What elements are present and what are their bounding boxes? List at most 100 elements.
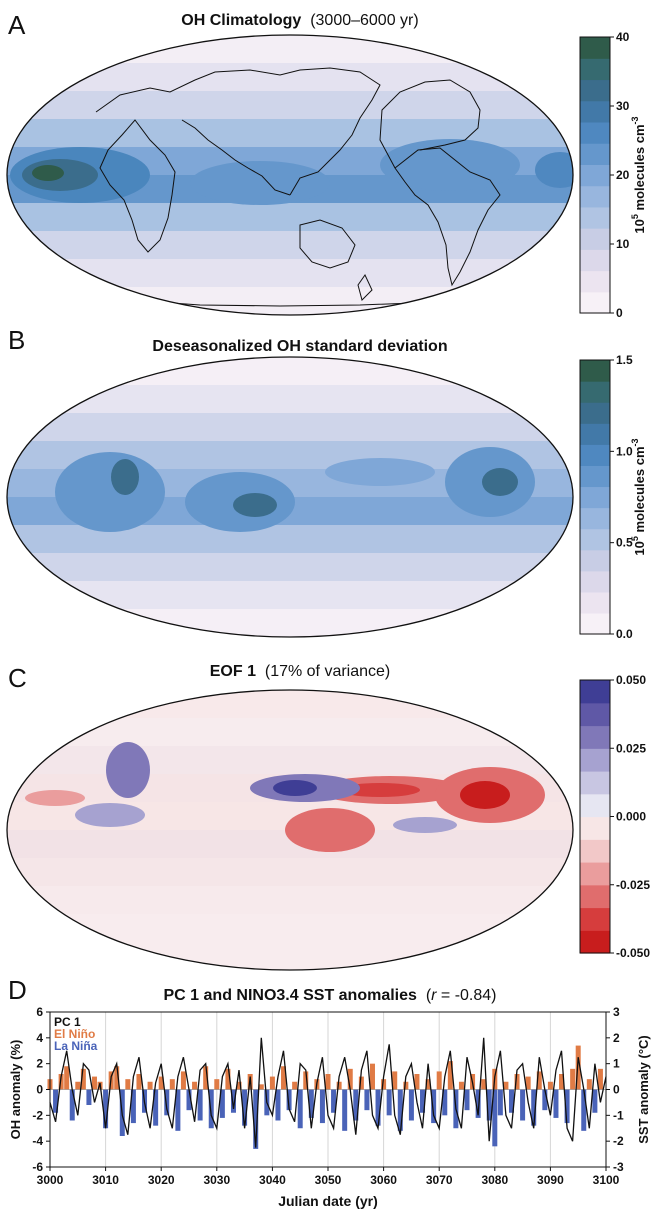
la-nina-bar	[69, 1089, 75, 1121]
x-tick-label-4: 3040	[259, 1173, 286, 1187]
colorbar-c-cell-11	[580, 680, 610, 704]
map-blob-c-4	[460, 781, 510, 809]
panel-title-b: Deseasonalized OH standard deviation	[100, 338, 500, 356]
map-blob-c-9	[75, 803, 145, 827]
map-blob-c-7	[106, 742, 150, 798]
colorbar-c-cell-2	[580, 884, 610, 909]
la-nina-bar	[492, 1089, 498, 1147]
el-nino-bar	[381, 1079, 387, 1090]
y2-tick-label-2: 1	[613, 1057, 620, 1071]
colorbar-a-cell-2	[580, 249, 610, 272]
el-nino-bar	[214, 1079, 220, 1090]
map-band-c-6	[7, 858, 573, 887]
el-nino-bar	[136, 1074, 142, 1090]
el-nino-bar	[369, 1063, 375, 1090]
colorbar-a-cell-11	[580, 58, 610, 81]
colorbar-a-cell-9	[580, 100, 610, 123]
el-nino-bar	[258, 1084, 264, 1090]
el-nino-bar	[547, 1081, 553, 1090]
la-nina-bar	[420, 1089, 426, 1113]
map-band-c-9	[7, 942, 573, 970]
map-band-a-9	[7, 287, 573, 315]
map-blob-b-7	[482, 468, 518, 496]
map-band-a-1	[7, 63, 573, 92]
y-tick-label-5: -4	[32, 1134, 43, 1148]
el-nino-bar	[269, 1076, 275, 1090]
y-tick-label-2: 2	[36, 1057, 43, 1071]
el-nino-bar	[358, 1076, 364, 1090]
panel-label-a: A	[8, 10, 26, 40]
la-nina-bar	[431, 1089, 437, 1124]
el-nino-bar	[503, 1081, 509, 1090]
el-nino-bar	[414, 1074, 420, 1090]
colorbar-a-tick-1: 10	[616, 237, 630, 251]
legend-item-1: El Niño	[54, 1027, 95, 1041]
coastline-a-0	[95, 67, 381, 196]
colorbar-c-cell-0	[580, 930, 610, 954]
y2-tick-label-6: -3	[613, 1160, 624, 1174]
map-panel-c	[6, 689, 574, 971]
coastline-a-2	[99, 119, 176, 253]
coastline-a-1	[181, 119, 291, 196]
el-nino-bar	[147, 1081, 153, 1090]
y-tick-label-0: 6	[36, 1005, 43, 1019]
map-panel-a	[6, 34, 574, 316]
map-band-a-7	[7, 231, 573, 260]
map-band-c-1	[7, 718, 573, 747]
coastlines-a	[95, 67, 501, 307]
colorbar-b-cell-8	[580, 444, 610, 466]
pc1-chart: 3000 3010 3020 3030 3040 3050 3060 3070 3080 3090…	[8, 1005, 651, 1209]
colorbar-a-cell-1	[580, 270, 610, 293]
panel-title-d-paren: (	[425, 987, 432, 1004]
la-nina-bar	[208, 1089, 214, 1129]
y2-tick-label-1: 2	[613, 1031, 620, 1045]
el-nino-bar	[80, 1068, 86, 1090]
la-nina-bar	[364, 1089, 370, 1111]
y2-tick-label-5: -2	[613, 1134, 624, 1148]
colorbar-c-cell-10	[580, 702, 610, 727]
colorbar-c-cell-7	[580, 771, 610, 795]
la-nina-bar	[130, 1089, 136, 1124]
pc1-line	[49, 1037, 607, 1148]
el-nino-bar	[575, 1045, 581, 1090]
la-nina-bar	[508, 1089, 514, 1113]
el-nino-bar	[392, 1071, 398, 1090]
la-nina-bar	[542, 1089, 548, 1111]
colorbar-b-cell-9	[580, 423, 610, 445]
map-band-c-7	[7, 886, 573, 915]
map-border-a	[6, 34, 574, 316]
colorbar-a-tick-2: 20	[616, 168, 630, 182]
x-tick-label-1: 3010	[92, 1173, 119, 1187]
colorbar-a-tick-4: 40	[616, 30, 630, 44]
map-blob-c-2	[340, 783, 420, 797]
colorbar-b-cell-2	[580, 570, 610, 593]
la-nina-bar	[197, 1089, 203, 1121]
el-nino-bar	[586, 1079, 592, 1090]
coastline-a-6	[357, 274, 373, 301]
colorbar-c-cell-9	[580, 725, 610, 749]
map-panel-b	[6, 356, 574, 638]
map-blob-a-6	[535, 152, 573, 188]
el-nino-bar	[303, 1071, 309, 1090]
colorbar-c-cell-4	[580, 839, 610, 863]
el-nino-bar	[281, 1066, 287, 1090]
x-tick-label-9: 3090	[537, 1173, 564, 1187]
panel-label-d: D	[8, 975, 27, 1005]
colorbar-a-cell-6	[580, 164, 610, 187]
colorbar-c-tick-1: 0.025	[616, 741, 646, 755]
colorbar-c-cell-3	[580, 862, 610, 886]
el-nino-bar	[169, 1079, 175, 1090]
colorbar-b-cell-10	[580, 402, 610, 424]
x-tick-label-3: 3030	[203, 1173, 230, 1187]
y2-tick-label-3: 0	[613, 1083, 620, 1097]
el-nino-bar	[125, 1079, 131, 1090]
map-blob-b-1	[55, 452, 165, 532]
colorbar-c-cell-8	[580, 748, 610, 772]
la-nina-bar	[581, 1089, 587, 1131]
el-nino-bar	[225, 1068, 231, 1090]
colorbar-b-cell-1	[580, 591, 610, 614]
la-nina-bar	[153, 1089, 159, 1126]
y-tick-label-3: 0	[36, 1083, 43, 1097]
colorbar-a-unit-label: 105 molecules cm-3	[630, 116, 647, 233]
colorbar-b-frame	[579, 359, 611, 635]
